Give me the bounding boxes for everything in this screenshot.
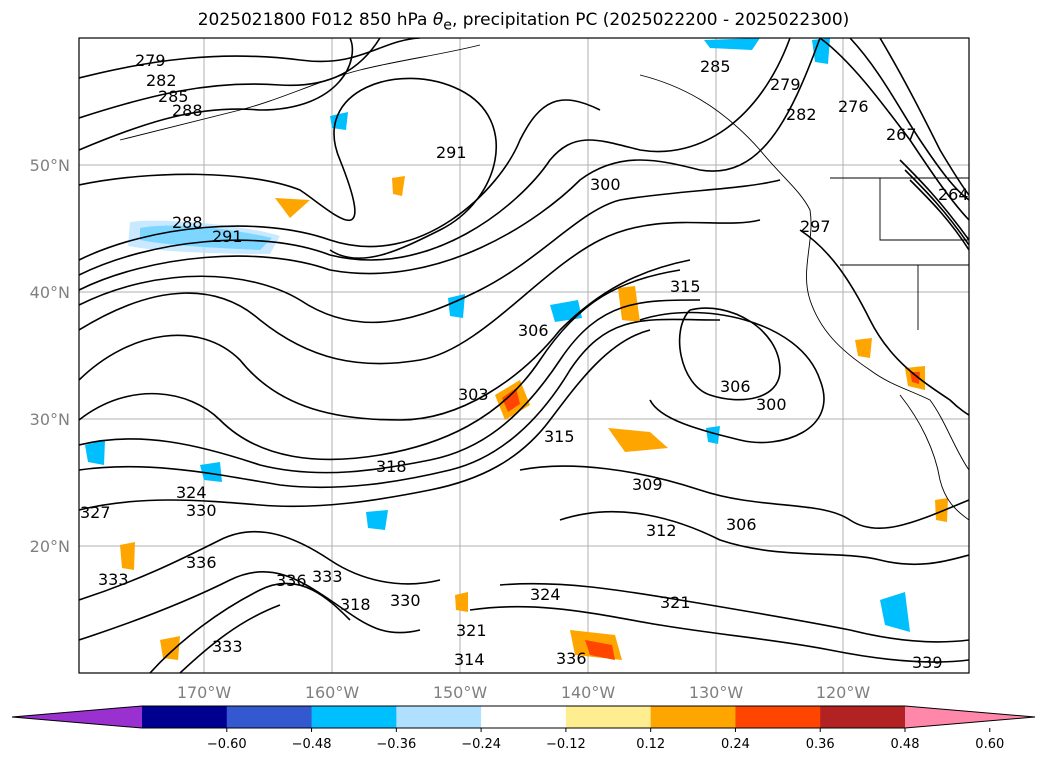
colorbar-segment [311,706,397,728]
colorbar-tick-label: −0.12 [546,737,586,752]
contour-label: 309 [632,475,663,494]
contour-label: 306 [726,515,757,534]
contour-label: 321 [660,593,691,612]
contour-label: 336 [556,649,587,668]
coastlines [119,44,969,521]
contour-label: 291 [212,227,243,246]
contour-label: 318 [340,595,371,614]
lat-label: 50°N [30,156,70,175]
contour-label: 279 [770,75,801,94]
colorbar-outline [11,705,1036,729]
lon-label: 120°W [816,683,871,702]
contour-label: 282 [786,105,817,124]
contour-label: 267 [886,125,917,144]
colorbar-tick-label: −0.36 [376,737,416,752]
colorbar-segment [735,706,821,728]
contour-label: 279 [135,51,166,70]
contour-label: 333 [312,567,343,586]
contour-label: 288 [172,101,203,120]
colorbar-tick-label: 0.36 [806,737,835,752]
contour-label: 336 [276,571,307,590]
contour-label: 330 [186,501,217,520]
contour-labels: 279 282 285 288 291 288 291 300 303 306 … [80,51,969,672]
colorbar-segment [565,706,652,728]
contour-label: 330 [390,591,421,610]
contour-label: 327 [80,503,111,522]
contour-label: 297 [800,217,831,236]
lat-label: 30°N [30,410,70,429]
contour-label: 276 [838,97,869,116]
map-frame [78,37,970,674]
colorbar-segment [820,706,906,728]
contour-label: 318 [376,457,407,476]
lat-label: 20°N [30,537,70,556]
contour-label: 315 [670,277,701,296]
colorbar-segment [396,706,482,728]
contour-label: 282 [146,71,177,90]
contour-label: 321 [456,621,487,640]
contour-label: 336 [186,553,217,572]
contour-label: 312 [646,521,677,540]
contour-label: 288 [172,213,203,232]
contour-label: 324 [530,585,561,604]
contour-label: 306 [518,321,549,340]
lon-label: 140°W [561,683,616,702]
colorbar-tick-label: −0.60 [207,737,247,752]
latitude-labels: 50°N 40°N 30°N 20°N [30,156,70,556]
colorbar-tick-label: 0.24 [721,737,750,752]
contour-label: 306 [720,377,751,396]
colorbar-tick-label: 0.48 [891,737,920,752]
contour-label: 291 [436,143,467,162]
lat-label: 40°N [30,283,70,302]
contour-label: 314 [454,650,485,669]
theta-e-contours [79,38,969,673]
contour-label: 300 [756,395,787,414]
contour-label: 285 [158,87,189,106]
colorbar-segment [226,706,313,728]
lon-label: 130°W [689,683,744,702]
colorbar-tick-label: 0.60 [975,737,1004,752]
map-panel: 279 282 285 288 291 288 291 300 303 306 … [78,37,970,674]
lon-label: 160°W [305,683,360,702]
colorbar: −0.60 −0.48 −0.36 −0.24 −0.12 0.12 0.24 0.36 0.4… [11,705,1036,752]
lon-label: 170°W [177,683,232,702]
contour-label: 333 [98,570,129,589]
colorbar-tick-label: 0.12 [636,737,665,752]
colorbar-tick-label: −0.48 [292,737,332,752]
colorbar-tick-label: −0.24 [461,737,501,752]
colorbar-segment [481,706,567,728]
map-title: 2025021800 F012 850 hPa θe, precipitatio… [197,10,850,34]
colorbar-segment [650,706,736,728]
colorbar-segment [142,706,228,728]
lon-label: 150°W [433,683,488,702]
contour-label: 339 [912,653,943,672]
contour-label: 300 [590,175,621,194]
contour-label: 333 [212,637,243,656]
contour-label: 264 [938,185,969,204]
colorbar-extend-high [905,706,1035,728]
longitude-labels: 170°W 160°W 150°W 140°W 130°W 120°W [177,683,871,702]
contour-label: 324 [176,483,207,502]
contour-label: 303 [458,385,489,404]
contour-label: 285 [700,57,731,76]
gridlines [79,38,969,673]
colorbar-extend-low [12,706,142,728]
contour-label: 315 [544,427,575,446]
